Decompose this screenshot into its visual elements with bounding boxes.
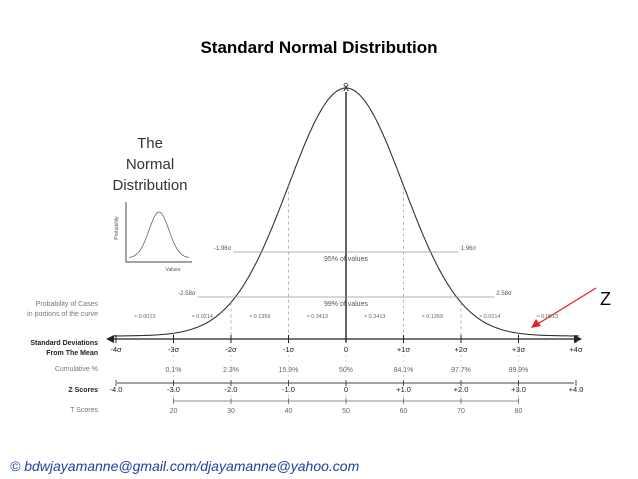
t-score-value: 80 [515,408,523,415]
z-score-value: -4.0 [110,385,123,394]
band-95-right-label: 1.96σ [461,246,477,252]
z-score-value: -2.0 [225,385,238,394]
panel-title-line-2: Normal [126,156,174,173]
t-scores-label: T Scores [70,407,98,414]
cumulative-value: 2.3% [223,367,239,374]
probability-value: ≈ 0.0013 [537,314,558,320]
footer-contact: © bdwjayamanne@gmail.com/djayamanne@yaho… [10,458,360,474]
slide-title: Standard Normal Distribution [200,38,438,57]
t-score-value: 60 [400,408,408,415]
t-score-value: 30 [227,408,235,415]
t-score-value: 20 [170,408,178,415]
probability-value: ≈ 0.1359 [422,314,443,320]
diagram-text: x̄ -1.96σ 1.96σ 95% of values -2.58σ 2.58σ 99%… [27,80,583,415]
probability-value: ≈ 0.3413 [307,314,328,320]
std-dev-value: +2σ [454,345,468,354]
z-score-value: +3.0 [511,385,526,394]
std-dev-value: -2σ [225,345,237,354]
z-scores-label: Z Scores [68,387,98,394]
callout-arrow-line [535,287,597,326]
cumulative-value: 97.7% [451,367,471,374]
inset-ylabel: Probability [114,216,120,240]
std-dev-label-2: From The Mean [46,350,98,357]
band-99-right-label: 2.58σ [496,291,512,297]
z-score-value: -3.0 [167,385,180,394]
callout-z-label: Z [600,289,611,309]
probability-value: ≈ 0.3413 [364,314,385,320]
panel-title-line-1: The [137,135,163,152]
callout-arrow-head [531,319,541,328]
std-dev-value: +1σ [397,345,411,354]
probability-value: ≈ 0.0214 [192,314,213,320]
bell-curve [113,87,579,337]
cumulative-value: 99.9% [509,367,529,374]
probability-value: ≈ 0.1359 [249,314,270,320]
cumulative-value: 15.9% [279,367,299,374]
probability-label-1: Probability of Cases [36,301,99,308]
z-score-value: -1.0 [282,385,295,394]
std-dev-value: -1σ [283,345,295,354]
cumulative-value: 50% [339,367,353,374]
band-95-label: 95% of values [324,256,368,263]
band-95-left-label: -1.96σ [214,246,232,252]
z-score-value: +1.0 [396,385,411,394]
band-99-left-label: -2.58σ [178,291,196,297]
z-score-value: +2.0 [454,385,469,394]
t-score-value: 40 [285,408,293,415]
std-dev-axis-left-arrow [106,335,114,343]
panel-title-line-3: Distribution [112,177,187,194]
cumulative-value: 84.1% [394,367,414,374]
std-dev-label-1: Standard Deviations [30,340,98,347]
t-score-value: 70 [457,408,465,415]
std-dev-value: -3σ [168,345,180,354]
band-99-label: 99% of values [324,301,368,308]
std-dev-value: +4σ [569,345,583,354]
std-dev-value: 0 [344,345,348,354]
normal-distribution-diagram: x̄ -1.96σ 1.96σ 95% of values -2.58σ 2.58σ 99%… [27,80,597,415]
probability-value: ≈ 0.0013 [134,314,155,320]
z-score-value: +4.0 [569,385,584,394]
std-dev-value: -4σ [110,345,122,354]
inset-axes [125,202,192,263]
inset-curve [128,211,190,258]
diagram-lines [106,87,597,404]
z-score-value: 0 [344,385,348,394]
std-dev-value: +3σ [512,345,526,354]
t-score-value: 50 [342,408,350,415]
cumulative-value: 0.1% [166,367,182,374]
probability-value: ≈ 0.0214 [479,314,500,320]
mean-symbol: x̄ [343,80,349,94]
probability-label-2: in portions of the curve [27,311,98,318]
inset-xlabel: Values [166,267,181,273]
cumulative-label: Cumulative % [55,366,98,373]
